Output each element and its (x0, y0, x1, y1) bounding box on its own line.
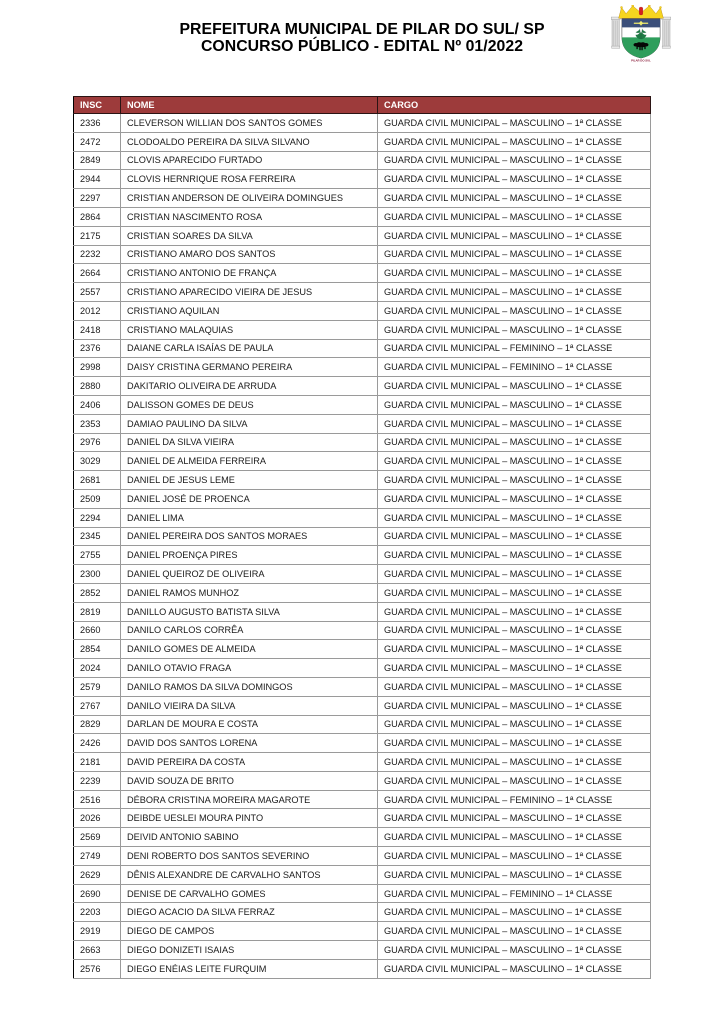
svg-text:PILAR DO SUL: PILAR DO SUL (631, 58, 651, 62)
